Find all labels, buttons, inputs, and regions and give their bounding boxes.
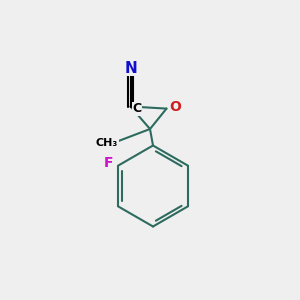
Text: C: C: [133, 102, 142, 116]
Text: CH₃: CH₃: [96, 137, 118, 148]
Text: N: N: [124, 61, 137, 76]
Text: F: F: [103, 156, 113, 170]
Text: O: O: [169, 100, 181, 114]
